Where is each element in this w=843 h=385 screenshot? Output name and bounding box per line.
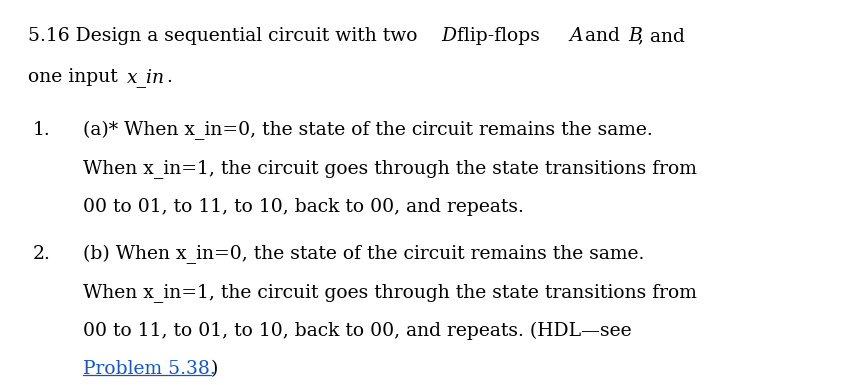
Text: 5.16 Design a sequential circuit with two: 5.16 Design a sequential circuit with tw…	[29, 27, 424, 45]
Text: 00 to 11, to 01, to 10, back to 00, and repeats. (HDL—see: 00 to 11, to 01, to 10, back to 00, and …	[83, 321, 631, 340]
Text: (b) When x_in=0, the state of the circuit remains the same.: (b) When x_in=0, the state of the circui…	[83, 244, 644, 264]
Text: 1.: 1.	[33, 121, 51, 139]
Text: flip-flops: flip-flops	[451, 27, 546, 45]
Text: and: and	[579, 27, 626, 45]
Text: one input: one input	[29, 68, 124, 86]
Text: Problem 5.38.: Problem 5.38.	[83, 360, 216, 378]
Text: When x_in=1, the circuit goes through the state transitions from: When x_in=1, the circuit goes through th…	[83, 283, 696, 302]
Text: x_in: x_in	[126, 68, 165, 87]
Text: B: B	[628, 27, 642, 45]
Text: ): )	[211, 360, 218, 378]
Text: , and: , and	[638, 27, 685, 45]
Text: (a)* When x_in=0, the state of the circuit remains the same.: (a)* When x_in=0, the state of the circu…	[83, 121, 652, 140]
Text: D: D	[441, 27, 456, 45]
Text: .: .	[166, 68, 172, 86]
Text: A: A	[569, 27, 583, 45]
Text: 00 to 01, to 11, to 10, back to 00, and repeats.: 00 to 01, to 11, to 10, back to 00, and …	[83, 198, 524, 216]
Text: 2.: 2.	[33, 244, 51, 263]
Text: When x_in=1, the circuit goes through the state transitions from: When x_in=1, the circuit goes through th…	[83, 159, 696, 178]
